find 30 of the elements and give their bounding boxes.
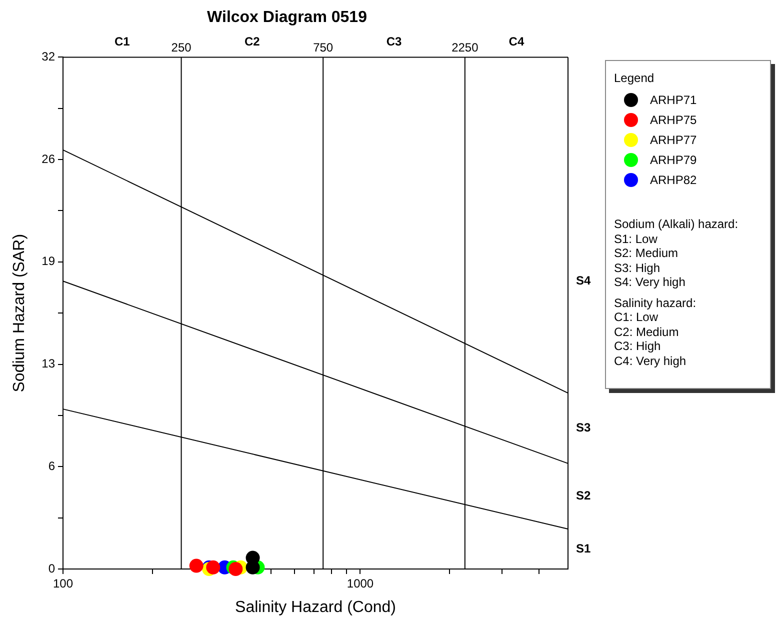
text: C2 (244, 34, 260, 49)
y-tick-label: 32 (42, 50, 56, 64)
text: S1 (576, 541, 592, 556)
legend-title: Legend (614, 71, 656, 85)
y-tick-label: 0 (48, 561, 56, 576)
text: C3 (386, 34, 402, 49)
text: C1 (114, 34, 130, 49)
legend-label: ARHP79 (650, 153, 697, 167)
y-tick-label: 26 (42, 152, 56, 166)
legend-label: ARHP71 (650, 93, 697, 107)
text: S4 (576, 273, 592, 288)
x-tick-label: 1000 (346, 576, 374, 591)
legend-label: ARHP75 (650, 113, 697, 127)
y-tick-label: 19 (42, 254, 56, 268)
y-axis-title: Sodium Hazard (SAR) (11, 234, 28, 392)
ref-line-label: 2250 (452, 40, 479, 55)
x-tick-label: 100 (52, 576, 74, 591)
text: C4 (508, 34, 524, 49)
text: S3 (576, 420, 592, 435)
legend-label: ARHP77 (650, 133, 697, 147)
y-tick-label: 6 (48, 458, 56, 473)
text: Sodium (Alkali) hazard: S1: Low S2: Medium S3: High S4: Very high (614, 217, 740, 290)
y-tick-label: 13 (42, 356, 56, 371)
chart-title: Wilcox Diagram 0519 (207, 9, 368, 26)
legend-label: ARHP82 (650, 173, 697, 187)
text: Salinity hazard: C1: Low C2: Medium C3: High C4: Very high (614, 296, 698, 368)
text: S2 (576, 488, 592, 503)
ref-line-label: 250 (171, 40, 192, 55)
ref-line-label: 750 (313, 40, 334, 55)
x-axis-title: Salinity Hazard (Cond) (235, 598, 396, 616)
